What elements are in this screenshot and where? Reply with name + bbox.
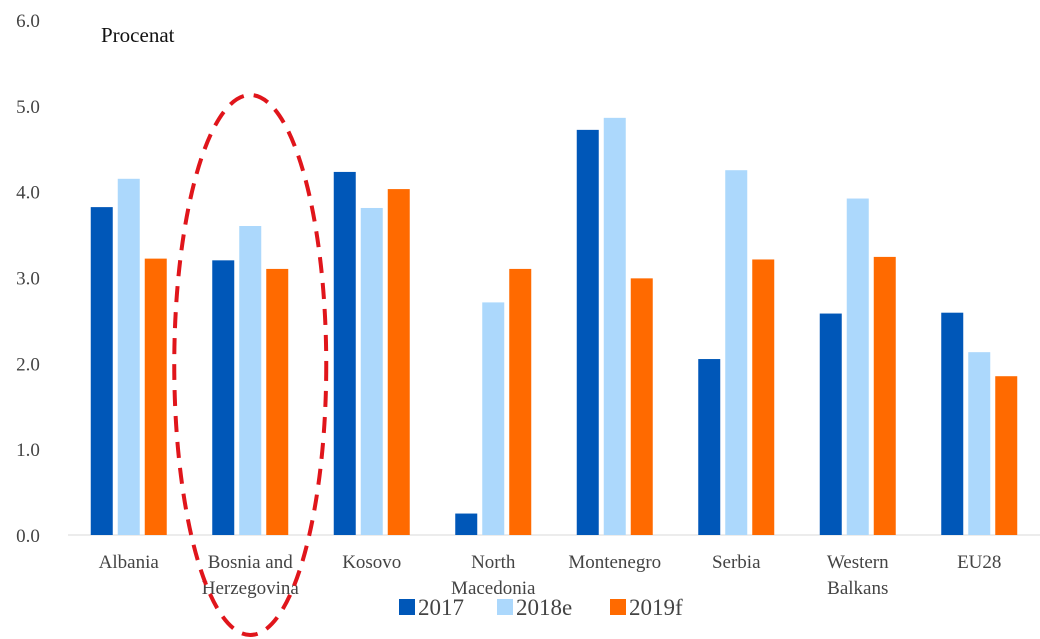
- bar-2018e-western-balkans: [846, 198, 869, 536]
- bar-2019f-montenegro: [630, 278, 653, 535]
- y-tick-label: 3.0: [16, 269, 40, 290]
- y-axis-label: Procenat: [101, 23, 175, 47]
- bar-2017-eu28: [941, 312, 964, 535]
- bar-2017-north-macedonia: [455, 513, 478, 535]
- legend: 2017 2018e 2019f: [399, 595, 683, 620]
- bar-2019f-north-macedonia: [509, 268, 532, 535]
- y-tick-label: 5.0: [16, 97, 40, 118]
- bar-2019f-serbia: [752, 259, 775, 535]
- category-label: EU28: [957, 552, 1001, 573]
- bar-2019f-bosnia-and-herzegovina: [266, 268, 289, 535]
- legend-swatch: [610, 599, 626, 615]
- bar-2018e-serbia: [725, 170, 748, 536]
- y-tick-label: 0.0: [16, 526, 40, 547]
- bar-2019f-western-balkans: [873, 256, 896, 535]
- bar-2017-albania: [90, 207, 113, 535]
- bar-2019f-kosovo: [387, 189, 410, 535]
- bar-2018e-bosnia-and-herzegovina: [239, 226, 262, 535]
- bar-2019f-eu28: [995, 376, 1018, 535]
- bar-2019f-albania: [144, 258, 167, 535]
- legend-label: 2019f: [629, 595, 683, 620]
- bar-2018e-kosovo: [360, 207, 383, 535]
- category-label: Western Balkans: [827, 552, 889, 599]
- bar-2017-western-balkans: [819, 313, 842, 535]
- legend-label: 2017: [418, 595, 464, 620]
- bar-2017-bosnia-and-herzegovina: [212, 260, 235, 535]
- bar-2018e-eu28: [968, 352, 991, 535]
- category-label: Serbia: [712, 552, 761, 573]
- y-tick-label: 2.0: [16, 354, 40, 375]
- y-tick-label: 1.0: [16, 440, 40, 461]
- category-label: Bosnia and Herzegovina: [202, 552, 300, 599]
- y-axis-ticks: 0.0 1.0 2.0 3.0 4.0 5.0 6.0: [16, 11, 40, 547]
- bar-2017-kosovo: [333, 171, 356, 536]
- y-tick-label: 6.0: [16, 11, 40, 32]
- bar-2018e-albania: [117, 178, 140, 535]
- legend-swatch: [399, 599, 415, 615]
- y-tick-label: 4.0: [16, 183, 40, 204]
- category-label: Montenegro: [568, 552, 661, 573]
- legend-label: 2018e: [516, 595, 572, 620]
- category-label: Kosovo: [342, 552, 401, 573]
- category-label: Albania: [99, 552, 160, 573]
- bar-2018e-montenegro: [603, 117, 626, 535]
- bar-2017-serbia: [698, 359, 721, 535]
- legend-swatch: [497, 599, 513, 615]
- bar-2018e-north-macedonia: [482, 302, 505, 535]
- bar-series-group: [90, 117, 1018, 536]
- category-label: North Macedonia: [451, 552, 536, 599]
- category-labels: Albania Bosnia and Herzegovina Kosovo North M…: [99, 552, 1002, 599]
- highlight-ellipse: [172, 93, 329, 637]
- annotation-layer: [172, 93, 329, 637]
- bar-2017-montenegro: [576, 129, 599, 535]
